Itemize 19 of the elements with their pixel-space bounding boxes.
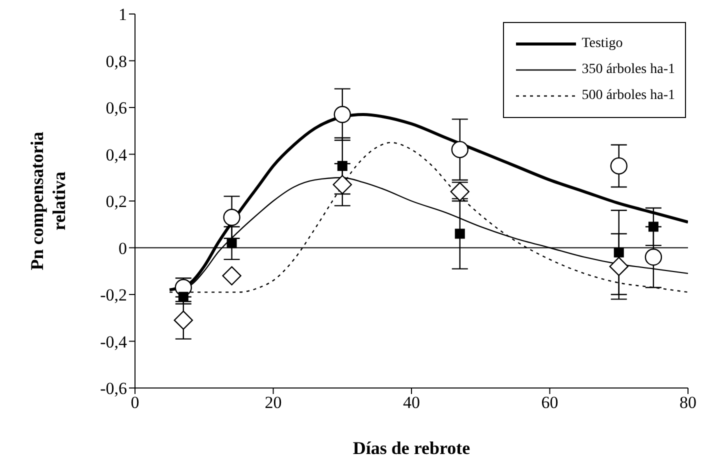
y-tick-label: 0,6 <box>106 98 127 118</box>
x-tick-label: 0 <box>130 393 140 412</box>
x-tick-label: 40 <box>403 393 420 412</box>
legend-label: Testigo <box>582 35 623 53</box>
x-tick-label: 60 <box>541 393 558 412</box>
y-tick-label: -0,4 <box>100 332 128 352</box>
y-tick-label: 0,4 <box>106 145 128 164</box>
legend-label: 350 árboles ha-1 <box>582 61 675 79</box>
x-axis-title: Días de rebrote <box>352 438 470 458</box>
x-tick-label: 20 <box>264 393 282 412</box>
x-tick-label: 80 <box>680 393 696 412</box>
y-tick-label: 0,2 <box>106 192 127 212</box>
y-tick-label: 0,8 <box>106 52 127 71</box>
legend-label: 500 árboles ha-1 <box>582 87 675 105</box>
y-axis-title: Pn compensatoria relativa <box>27 132 69 270</box>
y-tick-label: -0,6 <box>100 379 127 398</box>
y-tick-label: -0,2 <box>100 286 127 305</box>
y-tick-label: 0 <box>118 238 127 258</box>
y-tick-label: 1 <box>118 5 127 24</box>
